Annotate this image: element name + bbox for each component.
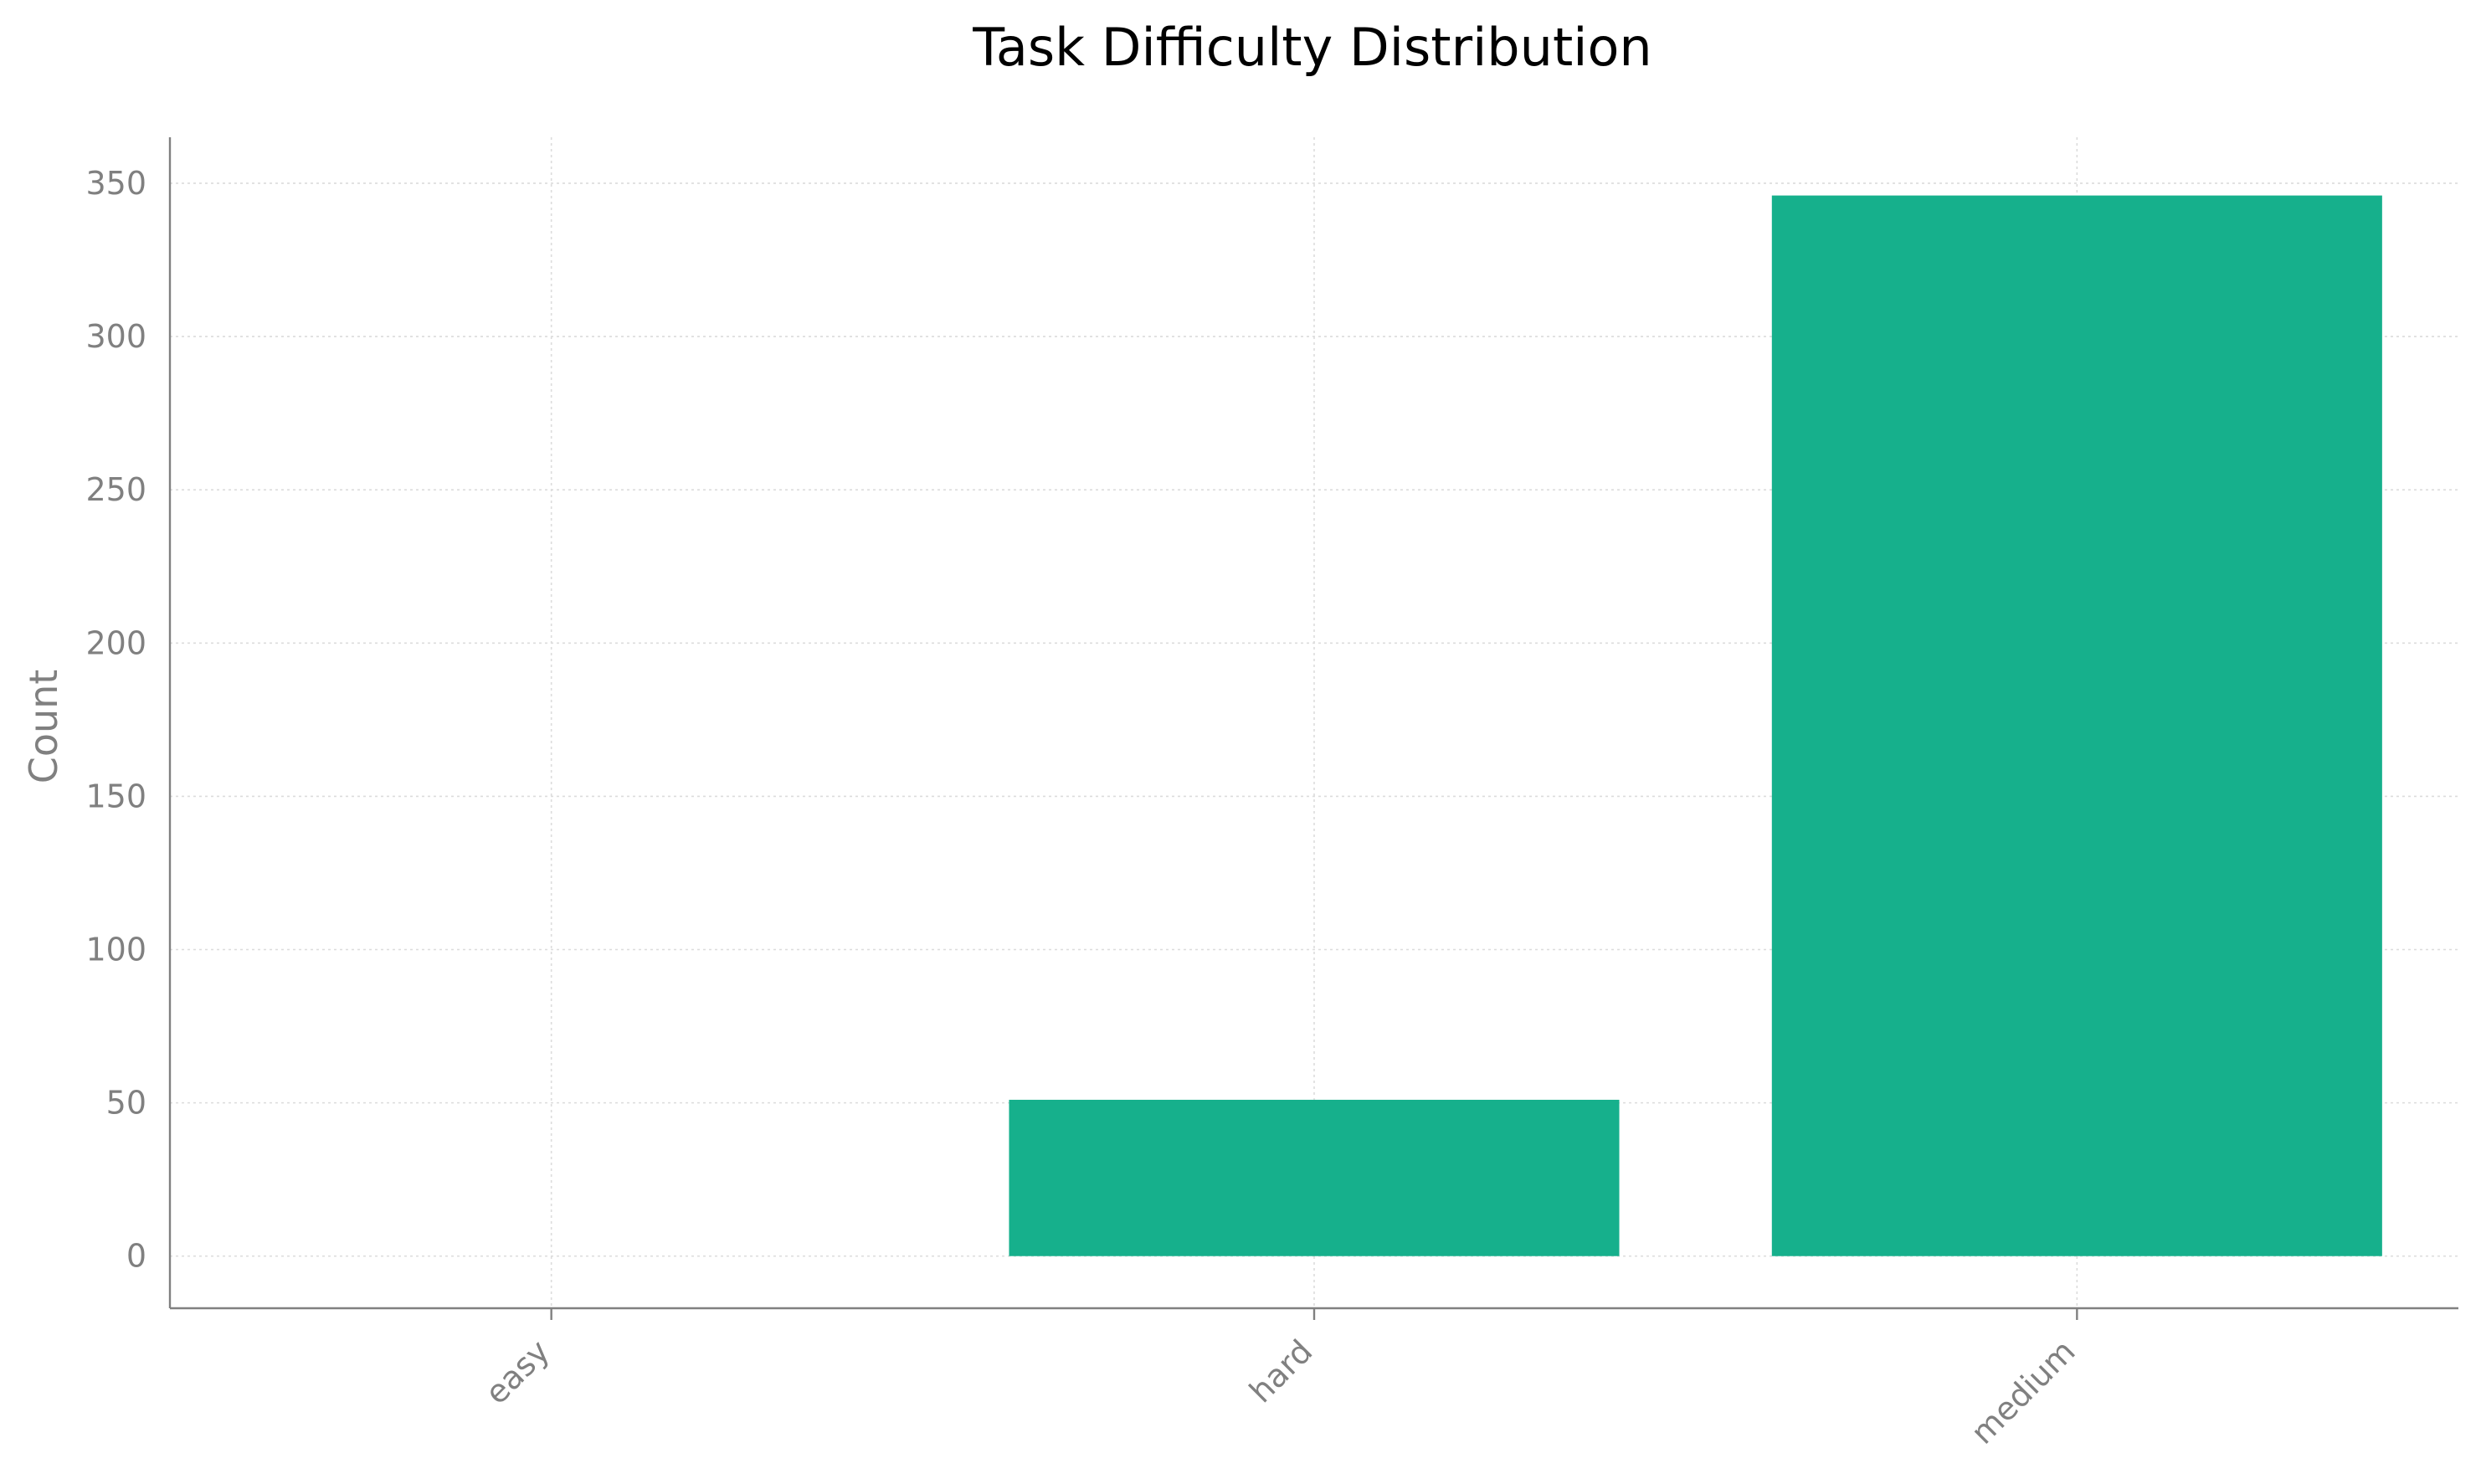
bars	[1009, 195, 2382, 1256]
y-tick-label: 300	[85, 318, 146, 355]
chart-title: Task Difficulty Distribution	[972, 17, 1651, 78]
y-axis-label: Count	[21, 670, 66, 784]
y-tick-label: 200	[85, 624, 146, 661]
x-tick-label: hard	[1242, 1333, 1319, 1410]
y-tick-label: 100	[85, 932, 146, 968]
y-tick-label: 150	[85, 778, 146, 814]
x-axis-ticks: easy hard medium	[478, 1308, 2083, 1451]
y-tick-label: 250	[85, 471, 146, 508]
x-tick-label: medium	[1964, 1333, 2083, 1451]
y-tick-label: 50	[106, 1085, 146, 1122]
x-tick-label: easy	[478, 1333, 557, 1411]
y-tick-label: 0	[126, 1238, 146, 1275]
bar-medium	[1771, 195, 2382, 1256]
y-axis-ticks: 0 50 100 150 200 250 300 350	[85, 165, 146, 1275]
bar-hard	[1009, 1099, 1620, 1256]
y-tick-label: 350	[85, 165, 146, 202]
